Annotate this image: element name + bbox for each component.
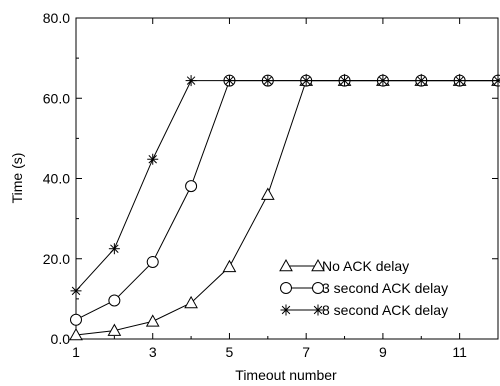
- y-axis-label: Time (s): [9, 153, 25, 204]
- series-layer: [69, 73, 500, 341]
- data-point-asterisk: [339, 75, 351, 87]
- series-triangle: [69, 73, 500, 341]
- legend-marker: [312, 304, 324, 316]
- data-point-asterisk: [415, 75, 427, 87]
- legend-entry: 3 second ACK delay: [280, 280, 448, 296]
- data-point-triangle: [260, 187, 275, 200]
- series-asterisk: [70, 75, 500, 297]
- data-point-asterisk: [377, 75, 389, 87]
- data-point-asterisk: [223, 75, 235, 87]
- legend-marker: [311, 258, 325, 272]
- legend-entry: 8 second ACK delay: [280, 302, 448, 318]
- data-point-asterisk: [492, 75, 500, 87]
- data-point-asterisk: [454, 75, 466, 87]
- data-point-circle: [146, 255, 159, 268]
- y-tick-label: 0.0: [51, 331, 71, 347]
- data-point-asterisk: [262, 75, 274, 87]
- x-tick-label: 3: [149, 344, 157, 360]
- series-line: [75, 80, 498, 292]
- data-point-circle: [108, 294, 121, 307]
- data-point-triangle: [222, 259, 237, 273]
- legend-label: No ACK delay: [322, 258, 409, 274]
- x-tick-label: 5: [226, 344, 234, 360]
- data-point-asterisk: [300, 75, 312, 87]
- x-tick-label: 7: [302, 344, 310, 360]
- legend-label: 3 second ACK delay: [322, 280, 448, 296]
- x-axis-label: Timeout number: [235, 367, 337, 383]
- legend-marker: [279, 258, 293, 272]
- legend-marker: [280, 304, 292, 316]
- data-point-triangle: [184, 295, 198, 309]
- data-point-asterisk: [70, 285, 82, 297]
- legend-marker: [280, 282, 292, 294]
- data-point-asterisk: [185, 75, 197, 87]
- legend-entry: No ACK delay: [279, 258, 409, 274]
- data-point-asterisk: [147, 153, 159, 165]
- legend: No ACK delay 3 second ACK delay 8 second A…: [279, 258, 448, 318]
- y-tick-label: 20.0: [43, 251, 70, 267]
- y-tick-label: 40.0: [43, 171, 70, 187]
- data-point-triangle: [107, 323, 122, 336]
- data-point-triangle: [145, 314, 160, 327]
- data-point-circle: [70, 313, 82, 326]
- data-point-circle: [185, 180, 198, 193]
- y-tick-label: 80.0: [43, 10, 70, 26]
- x-tick-label: 1: [72, 344, 80, 360]
- legend-label: 8 second ACK delay: [322, 302, 448, 318]
- data-point-asterisk: [108, 243, 120, 255]
- data-point-triangle: [69, 327, 83, 341]
- x-tick-label: 11: [452, 344, 467, 360]
- x-tick-label: 9: [379, 344, 387, 360]
- y-axis: 0.0 20.0 40.0 60.0 80.0: [43, 10, 498, 347]
- y-tick-label: 60.0: [43, 90, 70, 106]
- legend-marker: [312, 282, 324, 294]
- series-line: [75, 80, 498, 336]
